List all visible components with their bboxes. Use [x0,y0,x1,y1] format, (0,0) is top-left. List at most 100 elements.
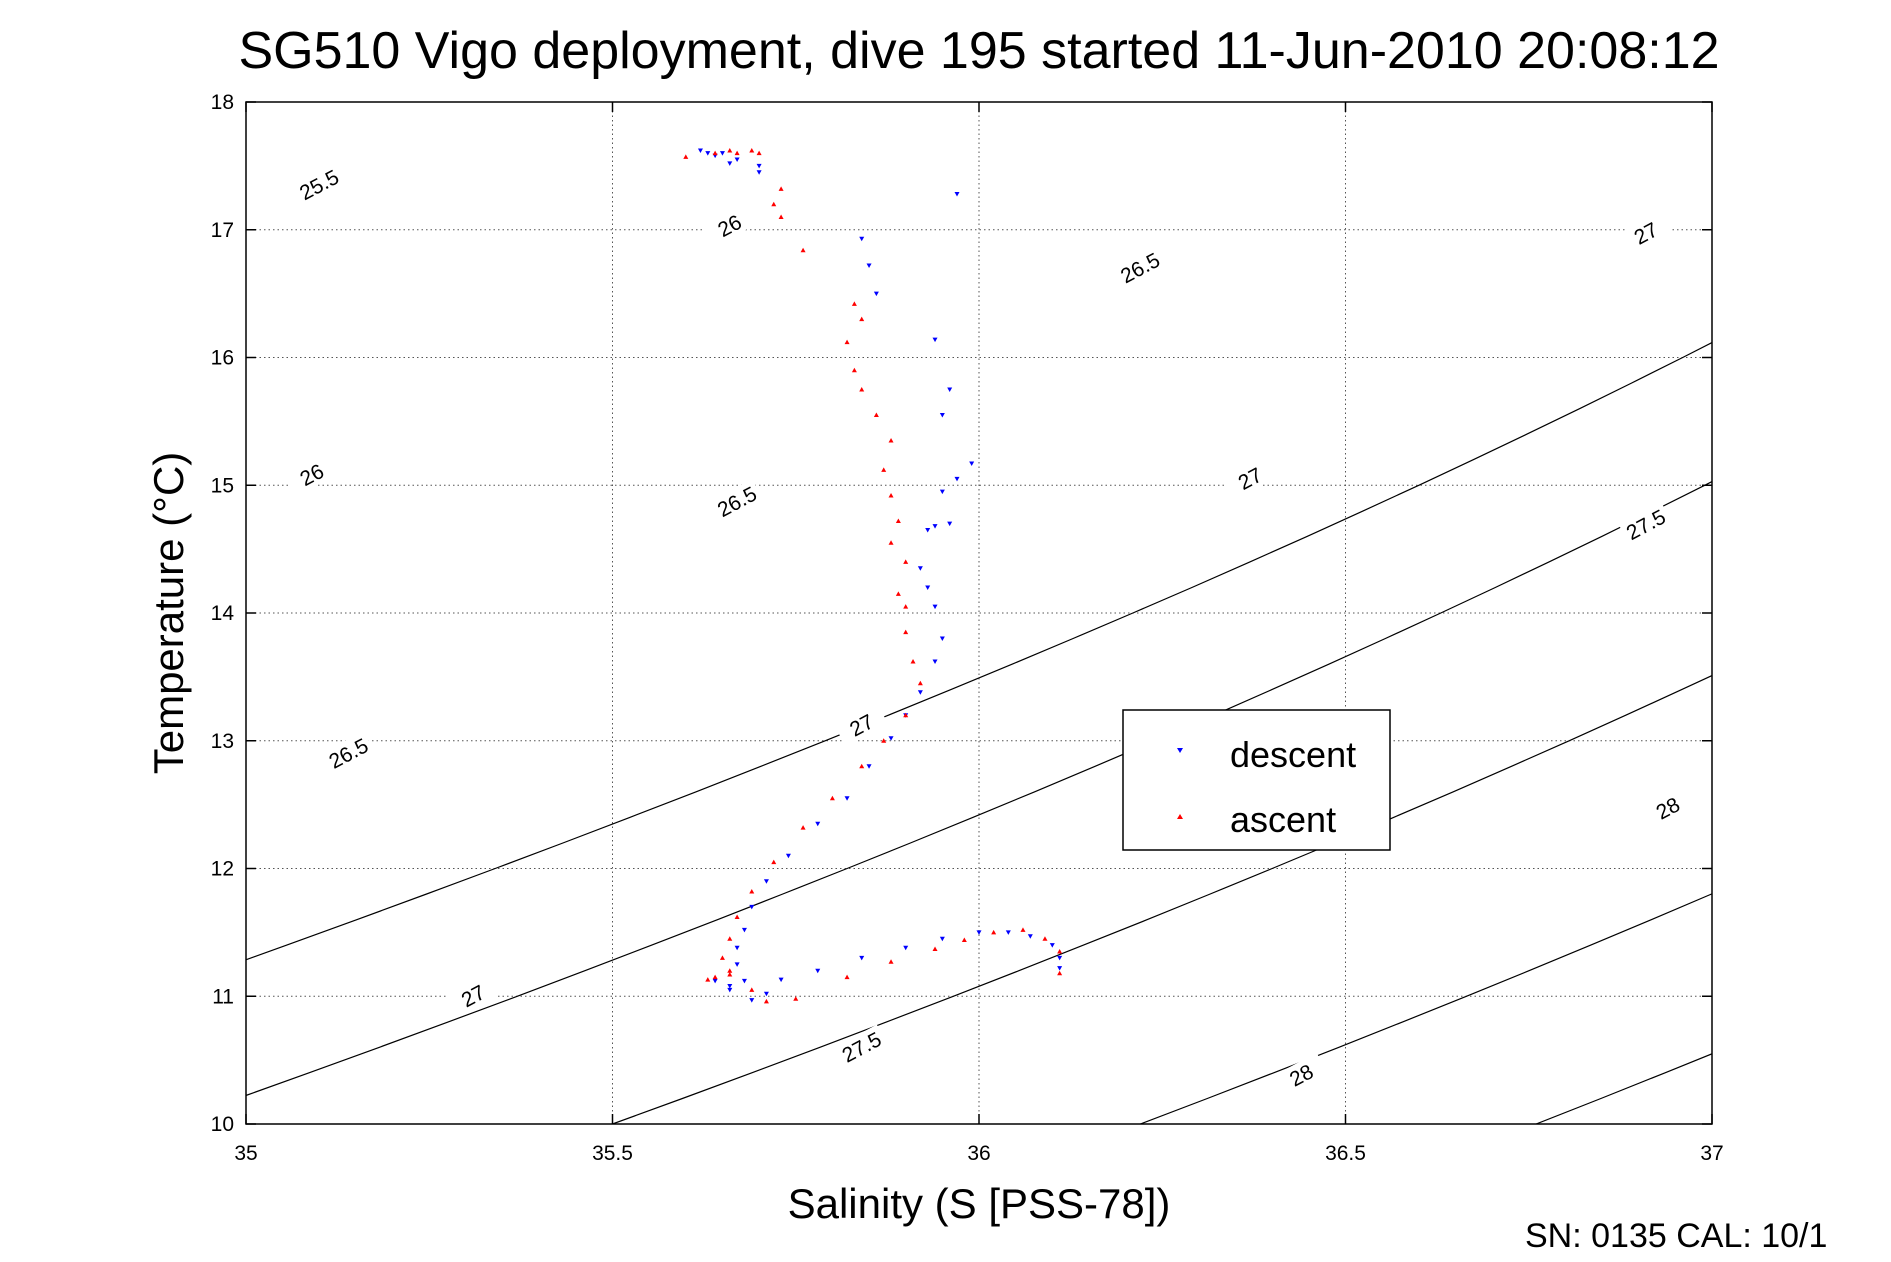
y-tick-label: 15 [211,474,234,497]
chart-title: SG510 Vigo deployment, dive 195 started … [238,22,1719,80]
contour-label-background [1640,785,1695,830]
contour-label-background [1222,456,1277,500]
descent-point [939,412,945,418]
contour-label-background [292,162,346,207]
ascent-point [888,438,894,443]
ascent-point [888,540,894,545]
descent-point [903,945,909,951]
descent-point [969,461,975,467]
descent-point [859,236,865,242]
descent-point [866,764,872,769]
x-axis-ticks: 35 35.5 36 36.5 37 [234,102,1724,1165]
descent-point [697,148,703,154]
descent-point [815,968,821,974]
ascent-point [705,977,711,982]
ascent-point [903,629,909,635]
density-contour-line [1140,893,1712,1124]
ascent-point [727,968,733,973]
ascent-point [800,247,806,253]
y-tick-label: 13 [211,730,234,753]
ascent-point [895,518,901,524]
descent-point [939,936,945,942]
descent-point [925,585,931,590]
descent-point [1057,955,1063,961]
x-axis-label: Salinity (S [PSS-78]) [788,1180,1171,1227]
descent-point [705,151,711,156]
ascent-point [881,738,887,743]
ascent-point [683,154,689,159]
x-tick-label: 37 [1700,1142,1723,1165]
legend: descent ascent [1122,709,1391,851]
ascent-point [829,795,835,801]
descent-point [1027,934,1033,939]
contour-label-background [1618,210,1673,255]
ascent-point [793,996,799,1001]
descent-point [947,387,953,392]
y-tick-label: 14 [211,602,235,625]
legend-ascent-label: ascent [1230,799,1336,840]
contour-label-background [445,973,500,1018]
ascent-point [771,201,777,207]
y-tick-label: 11 [212,985,234,1008]
ascent-point [771,859,777,865]
contour-label-background [834,1024,889,1069]
x-tick-label: 35.5 [592,1142,633,1165]
density-contour-line [612,674,1712,1124]
contour-label-background [1274,1052,1328,1097]
descent-point [844,796,850,801]
ascent-point [888,959,894,964]
descent-point [866,263,872,269]
contour-label-background [1618,502,1673,546]
descent-point [939,636,945,642]
descent-point [954,476,960,482]
ascent-point [1042,936,1048,941]
ascent-point [851,367,857,373]
density-contour-line [1535,1053,1712,1124]
descent-point [734,157,740,162]
descent-point [727,161,733,166]
descent-point [859,955,865,961]
ascent-point [851,301,857,306]
x-tick-label: 36 [967,1142,990,1165]
descent-point [932,604,938,610]
ascent-point [749,987,755,992]
ascent-point [749,148,755,153]
x-tick-label: 36.5 [1325,1142,1366,1165]
ascent-point [888,492,894,498]
y-axis-ticks: 10 11 12 13 14 15 16 17 18 [211,91,1712,1136]
descent-point [734,945,740,951]
contour-label-background [284,452,339,497]
ascent-point [1057,970,1063,976]
descent-point [741,927,747,933]
ascent-point [749,888,755,894]
descent-point [712,978,718,984]
ascent-point [961,937,967,943]
ascent-point [727,148,733,153]
contour-label-background [1112,245,1167,290]
descent-point [756,163,762,169]
descent-point [727,987,733,993]
descent-point [756,170,762,175]
descent-point [778,977,784,983]
ascent-point [844,974,850,980]
ascent-point [910,659,916,664]
descent-point [1005,930,1011,935]
descent-point [727,984,733,989]
descent-point [749,904,755,910]
y-tick-label: 12 [211,858,234,881]
ascent-point [712,974,718,980]
descent-point [1049,943,1055,948]
descent-point [719,151,725,156]
x-tick-label: 35 [234,1142,257,1165]
density-contours [246,341,1712,1124]
ascent-point [881,467,887,472]
contour-label-background [709,479,764,523]
descent-point [734,962,740,967]
descent-point [947,521,953,527]
descent-point [939,489,945,495]
legend-descent-marker [1177,748,1183,753]
y-axis-label: Temperature (°C) [145,452,192,775]
ascent-point [734,914,740,920]
density-contour-line [246,341,1712,961]
